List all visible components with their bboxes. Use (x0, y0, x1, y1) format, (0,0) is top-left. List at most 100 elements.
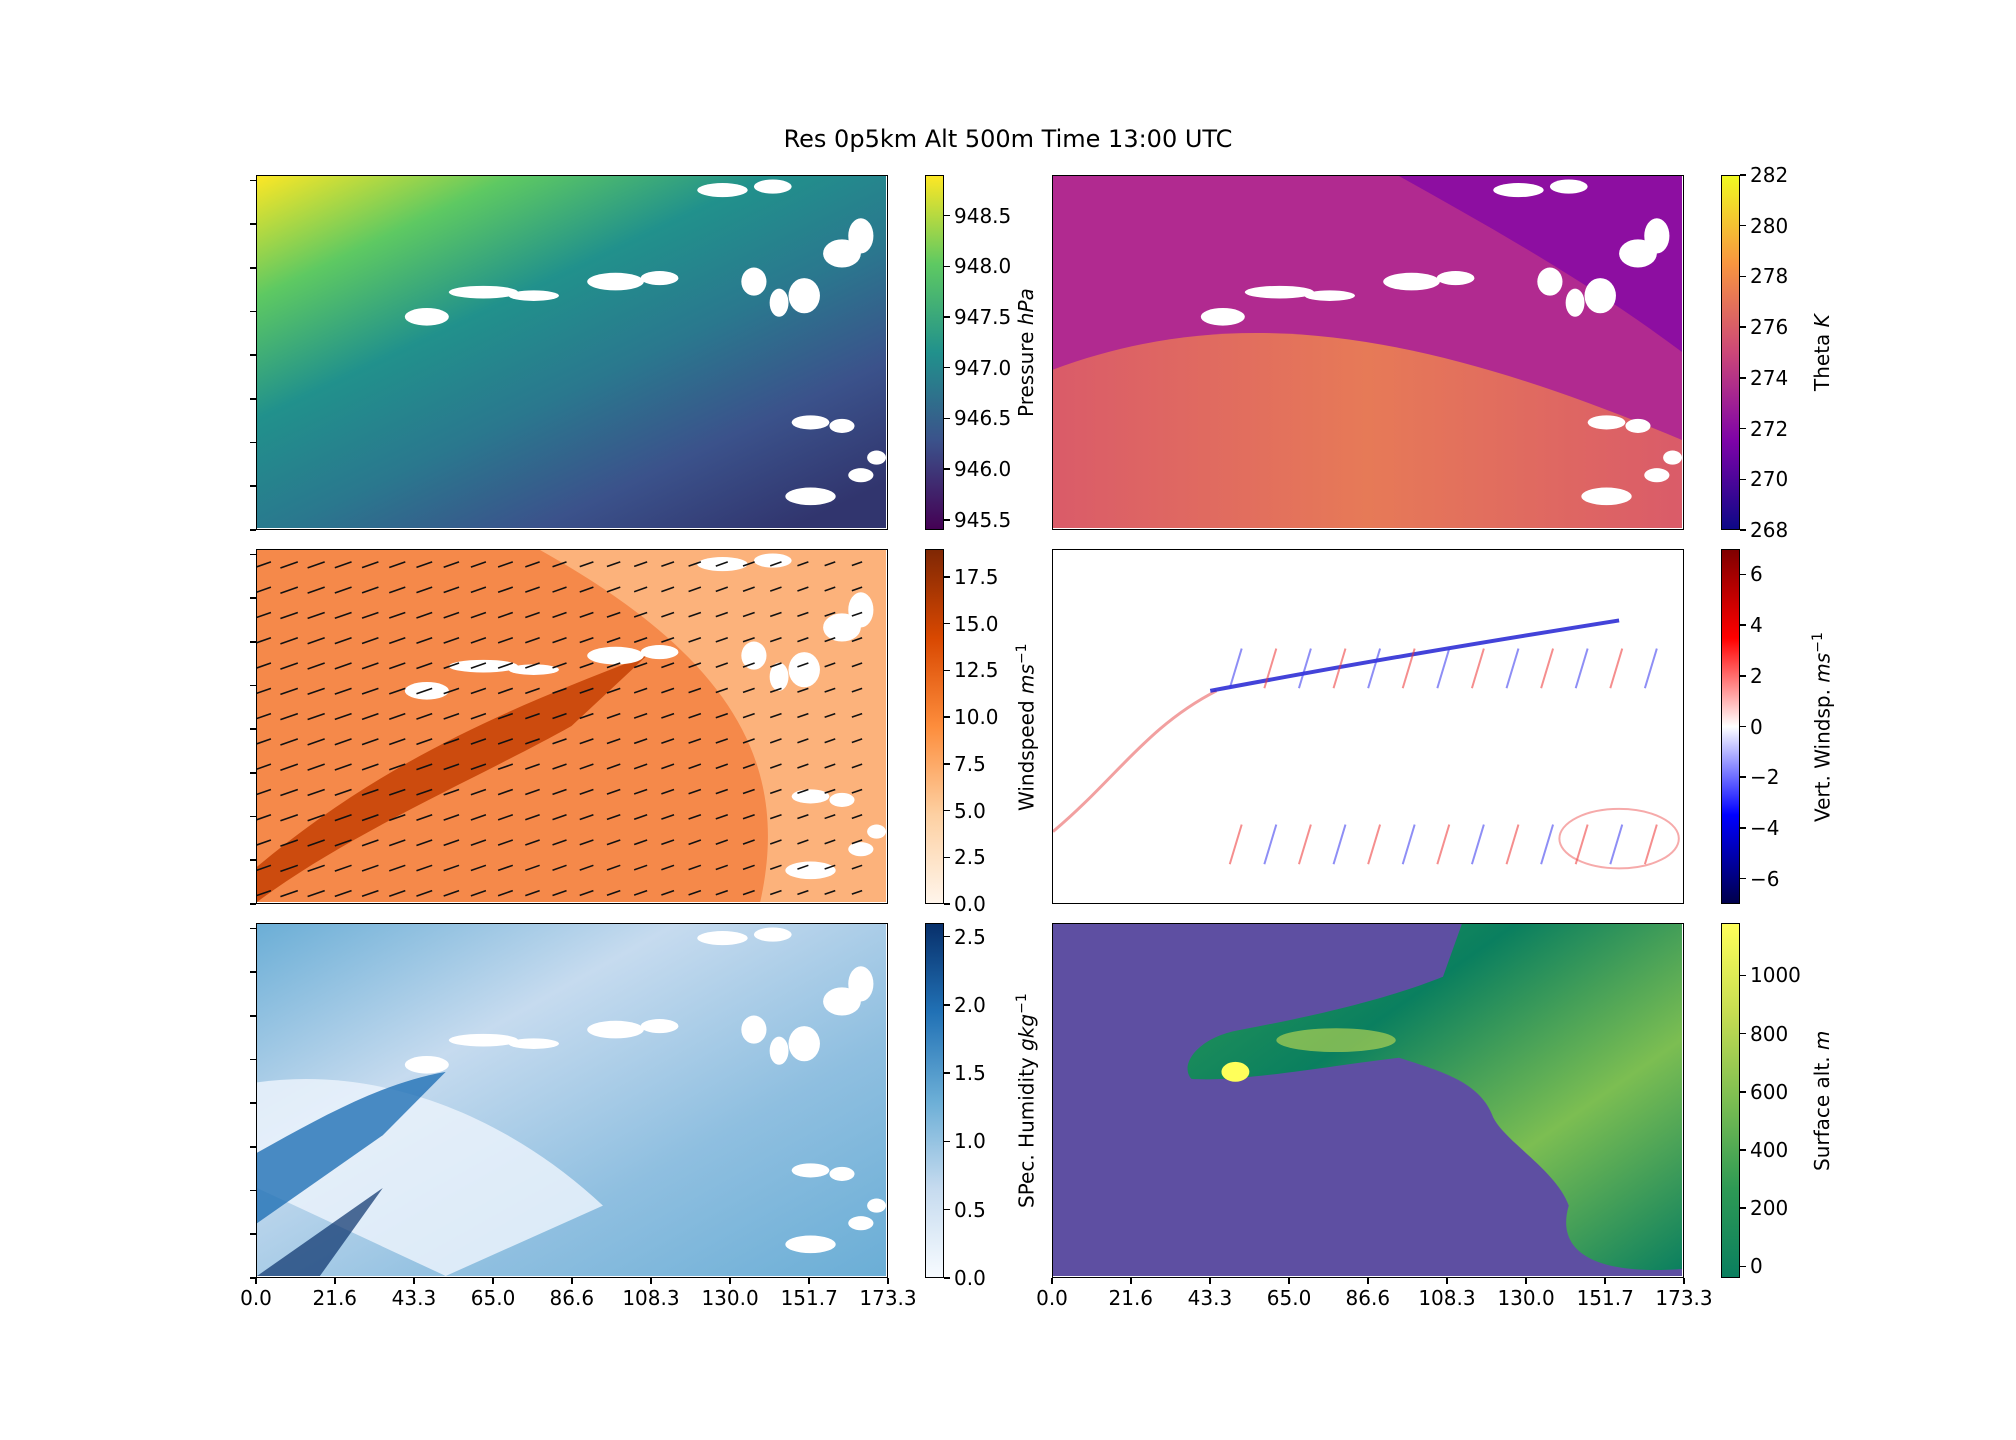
colorbar-tick-label: 0 (1750, 1254, 1763, 1279)
wind-arrow (470, 687, 487, 695)
wind-arrow (525, 611, 540, 619)
wind-arrow (661, 788, 675, 795)
colorbar-tick-label: 946.5 (954, 406, 1012, 431)
colorbar-middle-left (925, 549, 944, 904)
x-tick-mark (334, 1278, 336, 1284)
wind-arrow (443, 864, 460, 872)
colorbar-tick-mark (944, 716, 950, 718)
wind-arrow (606, 738, 621, 745)
wind-arrow (280, 738, 299, 746)
colorbar-tick-label: 2 (1750, 663, 1763, 688)
wind-arrow (688, 586, 702, 593)
wind-arrow (797, 586, 809, 592)
colorbar-label-text: SPec. Humidity (1014, 1050, 1039, 1208)
land-mask-2 (508, 290, 559, 301)
x-tick-label: 86.6 (549, 1286, 595, 1310)
land-mask-6 (769, 1036, 789, 1065)
heatmap-top-left (257, 176, 886, 528)
wind-arrow (388, 611, 406, 619)
colorbar-tick-label: 0.0 (954, 1266, 986, 1290)
wind-arrow (633, 864, 648, 871)
colorbar-tick-mark (944, 903, 950, 905)
wind-arrow (388, 687, 406, 695)
wind-arrow (361, 738, 379, 746)
land-mask-2 (508, 664, 559, 675)
wind-arrow (769, 637, 782, 643)
wind-arrow (688, 889, 702, 896)
wind-arrow (361, 864, 379, 872)
wind-arrow (307, 813, 325, 822)
wind-arrow (769, 889, 782, 896)
x-tick-label: 151.7 (1576, 1286, 1634, 1310)
wind-arrow (633, 687, 648, 694)
wind-arrow (470, 763, 487, 771)
wind-arrow (715, 637, 729, 643)
y-tick-mark (250, 223, 256, 225)
colorbar-unit-exponent: −1 (1014, 993, 1030, 1014)
wind-arrow (257, 839, 272, 846)
colorbar-tick-mark (944, 316, 950, 318)
x-tick-mark (650, 1278, 652, 1284)
land-mask-5 (741, 641, 767, 670)
land-mask-9 (848, 218, 874, 254)
land-mask-15 (1644, 468, 1670, 483)
wind-arrow (824, 738, 836, 744)
wind-arrow (525, 763, 540, 770)
wind-arrow (416, 864, 433, 872)
colorbar-tick-label: 276 (1750, 315, 1789, 340)
wind-arrow (633, 611, 648, 618)
wind-arrow (307, 839, 325, 847)
wind-arrow (797, 561, 809, 567)
wind-arrow (742, 889, 755, 896)
x-tick-label: 108.3 (1418, 1286, 1476, 1310)
wind-arrow (388, 889, 406, 897)
wind-arrow (280, 586, 299, 594)
wind-arrow (361, 788, 379, 796)
colorbar-tick-mark (1740, 877, 1746, 880)
colorbar-tick-label: 947.5 (954, 305, 1012, 329)
y-tick-mark (250, 641, 256, 643)
wind-arrow (388, 561, 406, 569)
wind-arrow (606, 662, 621, 669)
colorbar-label: Pressure hPa (1014, 288, 1038, 417)
land-mask-7 (788, 278, 820, 314)
y-tick-mark (250, 179, 256, 182)
land-mask-15 (848, 842, 874, 857)
colorbar-tick-mark (944, 935, 950, 938)
x-tick-label: 65.0 (1266, 1286, 1312, 1310)
land-mask-4 (1436, 271, 1475, 286)
land-mask-2 (1304, 290, 1355, 301)
wind-arrow (307, 738, 325, 746)
colorbar-tick-mark (1740, 1207, 1746, 1209)
wind-arrow (824, 586, 836, 592)
wind-arrow (579, 738, 594, 745)
colorbar-label: Windspeed ms−1 (1014, 643, 1039, 811)
wind-arrow (470, 738, 487, 745)
wind-arrow (443, 662, 460, 670)
wind-arrow (769, 712, 782, 719)
y-tick-mark (250, 1058, 256, 1061)
wind-arrow (470, 788, 487, 796)
wind-arrow (280, 788, 299, 797)
wind-arrow (633, 839, 648, 846)
colorbar-tick-label: 280 (1750, 213, 1789, 238)
wind-arrow (769, 813, 782, 820)
wind-arrow (361, 662, 379, 670)
land-mask-15 (848, 1216, 874, 1231)
x-tick-label: 43.3 (1187, 1286, 1233, 1310)
y-tick-mark (250, 529, 256, 531)
colorbar-tick-label: 7.5 (954, 751, 986, 776)
colorbar-unit: K (1810, 314, 1834, 328)
colorbar-tick-label: 12.5 (954, 658, 999, 683)
colorbar-middle-right (1721, 549, 1740, 904)
wind-arrow (552, 611, 567, 619)
wind-arrow (797, 662, 809, 668)
colorbar-tick-label: 945.5 (954, 507, 1012, 532)
wind-arrow (797, 738, 809, 744)
wind-arrow (525, 864, 540, 872)
colorbar-tick-label: 0.0 (954, 892, 986, 916)
wind-arrow (470, 662, 487, 670)
wind-arrow (606, 839, 621, 846)
x-tick-mark (808, 1278, 810, 1284)
y-tick-mark (250, 441, 256, 444)
